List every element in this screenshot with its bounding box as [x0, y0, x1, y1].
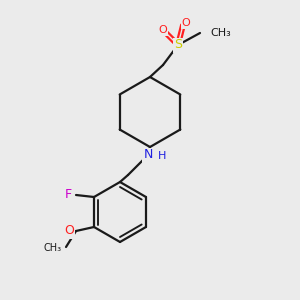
- Text: O: O: [159, 25, 167, 35]
- Text: N: N: [143, 148, 153, 161]
- Text: O: O: [182, 18, 190, 28]
- Text: H: H: [158, 151, 166, 161]
- Text: CH₃: CH₃: [210, 28, 231, 38]
- Text: S: S: [174, 38, 182, 52]
- Text: F: F: [65, 188, 72, 202]
- Text: CH₃: CH₃: [44, 243, 62, 253]
- Text: O: O: [64, 224, 74, 238]
